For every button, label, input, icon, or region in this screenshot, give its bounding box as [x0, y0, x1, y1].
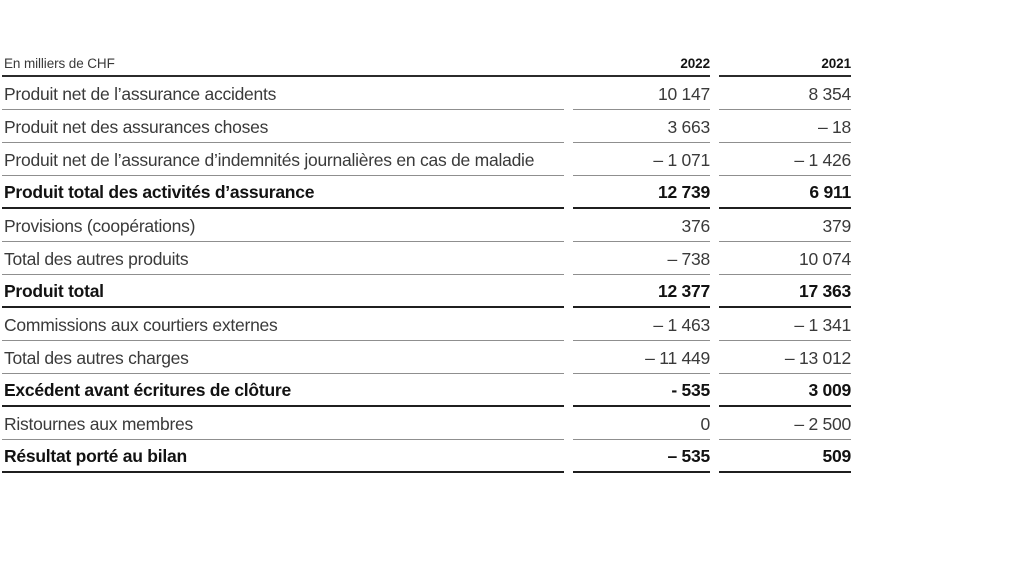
table-row: Total des autres charges – 11 449 – 13 0…	[2, 341, 851, 374]
header-cell-label-and-2022: En milliers de CHF 2022	[2, 40, 710, 77]
row-label: Produit total des activités d’assurance	[2, 176, 564, 209]
value-2021: 17 363	[719, 275, 851, 308]
value-2022: - 535	[573, 374, 710, 407]
value-2021: 379	[719, 209, 851, 242]
row-label: Produit net de l’assurance accidents	[2, 77, 564, 110]
row-label: Total des autres produits	[2, 242, 564, 275]
value-2022: 12 377	[573, 275, 710, 308]
header-cell-2021: 2021	[719, 40, 851, 77]
value-2021: 8 354	[719, 77, 851, 110]
value-2021: 3 009	[719, 374, 851, 407]
row-label: Commissions aux courtiers externes	[2, 308, 564, 341]
value-2022: 12 739	[573, 176, 710, 209]
value-2021: – 1 426	[719, 143, 851, 176]
value-2021: 10 074	[719, 242, 851, 275]
table-row: Produit net de l’assurance d’indemnités …	[2, 143, 851, 176]
column-header-2021: 2021	[821, 56, 851, 71]
value-2021: – 2 500	[719, 407, 851, 440]
value-2022: 3 663	[573, 110, 710, 143]
value-2022: – 11 449	[573, 341, 710, 374]
table-row: Total des autres produits – 738 10 074	[2, 242, 851, 275]
value-2022: 376	[573, 209, 710, 242]
financial-table: En milliers de CHF 2022 2021 Produit net…	[2, 40, 851, 473]
value-2021: 6 911	[719, 176, 851, 209]
row-label: Résultat porté au bilan	[2, 440, 564, 473]
table-row: Excédent avant écritures de clôture - 53…	[2, 374, 851, 407]
unit-label: En milliers de CHF	[4, 56, 115, 71]
column-header-2022: 2022	[680, 56, 710, 71]
table-row: Commissions aux courtiers externes – 1 4…	[2, 308, 851, 341]
table-row: Produit net des assurances choses 3 663 …	[2, 110, 851, 143]
table-row: Ristournes aux membres 0 – 2 500	[2, 407, 851, 440]
table-row: Produit total 12 377 17 363	[2, 275, 851, 308]
table-row: Produit total des activités d’assurance …	[2, 176, 851, 209]
table-header-row: En milliers de CHF 2022 2021	[2, 40, 851, 77]
value-2021: 509	[719, 440, 851, 473]
value-2022: – 738	[573, 242, 710, 275]
value-2022: – 535	[573, 440, 710, 473]
row-label: Produit total	[2, 275, 564, 308]
value-2022: 10 147	[573, 77, 710, 110]
row-label: Produit net des assurances choses	[2, 110, 564, 143]
value-2021: – 18	[719, 110, 851, 143]
value-2022: – 1 463	[573, 308, 710, 341]
row-label: Produit net de l’assurance d’indemnités …	[2, 143, 564, 176]
table-body: Produit net de l’assurance accidents 10 …	[2, 77, 851, 473]
table-row: Provisions (coopérations) 376 379	[2, 209, 851, 242]
row-label: Ristournes aux membres	[2, 407, 564, 440]
row-label: Excédent avant écritures de clôture	[2, 374, 564, 407]
row-label: Total des autres charges	[2, 341, 564, 374]
table-row: Résultat porté au bilan – 535 509	[2, 440, 851, 473]
value-2022: – 1 071	[573, 143, 710, 176]
value-2021: – 13 012	[719, 341, 851, 374]
value-2021: – 1 341	[719, 308, 851, 341]
table-row: Produit net de l’assurance accidents 10 …	[2, 77, 851, 110]
row-label: Provisions (coopérations)	[2, 209, 564, 242]
value-2022: 0	[573, 407, 710, 440]
